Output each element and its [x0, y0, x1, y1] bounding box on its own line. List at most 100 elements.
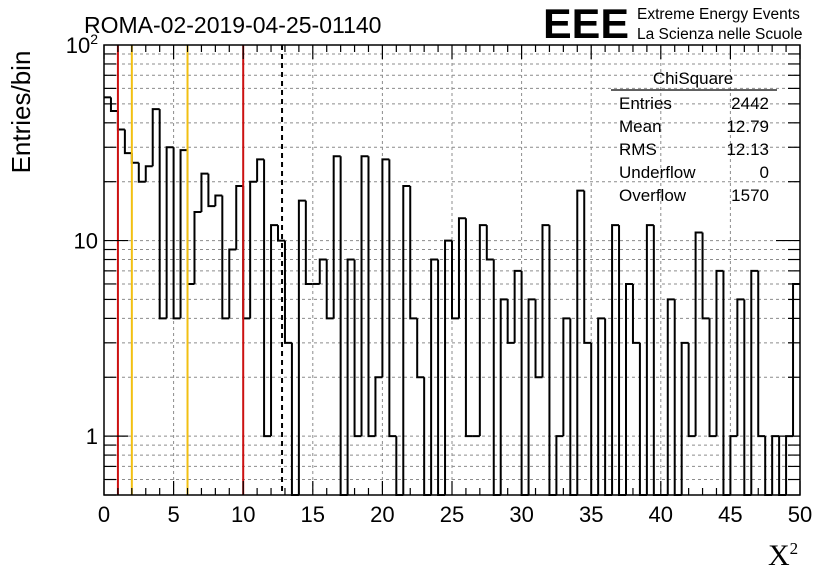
x-tick-label-3: 15 — [301, 502, 325, 527]
stats-box-title: ChiSquare — [653, 69, 733, 88]
histogram-bin-75 — [625, 282, 633, 495]
y-axis-label: Entries/bin — [6, 51, 36, 174]
histogram-bin-63 — [541, 224, 550, 378]
histogram-bin-29 — [304, 200, 313, 285]
x-tick-label-9: 45 — [718, 502, 742, 527]
stats-value-rms: 12.13 — [726, 140, 769, 159]
y-tick-label-base-2: 10 — [66, 33, 90, 58]
histogram-bin-69 — [583, 190, 592, 344]
histogram-bin-57 — [499, 298, 508, 495]
stats-label-rms: RMS — [619, 140, 657, 159]
x-tick-label-8: 40 — [649, 502, 673, 527]
histogram-bin-83 — [680, 341, 689, 495]
x-tick-label-5: 25 — [440, 502, 464, 527]
axis-ticks — [103, 45, 801, 496]
stats-label-overflow: Overflow — [619, 186, 687, 205]
histogram-bin-50 — [451, 240, 459, 320]
stats-value-underflow: 0 — [760, 163, 769, 182]
y-tick-label-1: 10 — [74, 229, 98, 254]
histogram-bin-93 — [750, 269, 759, 495]
histogram-bin-36 — [353, 259, 362, 438]
histogram-bin-52 — [464, 218, 473, 438]
histogram-bin-68 — [576, 189, 585, 495]
stats-value-mean: 12.79 — [726, 117, 769, 136]
histogram-bin-26 — [283, 240, 292, 344]
histogram-bin-8 — [158, 109, 167, 320]
histogram-bin-24 — [270, 224, 278, 437]
histogram-bin-41 — [388, 159, 397, 438]
x-tick-label-7: 35 — [579, 502, 603, 527]
histogram-bin-15 — [207, 173, 216, 208]
histogram-bin-35 — [346, 258, 355, 495]
histogram-bin-28 — [297, 199, 306, 495]
histogram-bin-86 — [701, 232, 710, 320]
histogram-bin-85 — [694, 231, 703, 437]
histogram-bin-5 — [137, 162, 146, 183]
histogram-bin-21 — [249, 180, 258, 319]
histogram-bin-11 — [179, 149, 188, 319]
y-tick-label-0: 1 — [86, 424, 98, 449]
x-axis-label-base: X — [768, 539, 790, 572]
histogram-bin-32 — [325, 259, 334, 320]
histogram-bin-10 — [172, 147, 181, 320]
histogram-bin-3 — [123, 129, 132, 155]
histogram-bin-9 — [165, 146, 174, 319]
x-tick-label-4: 20 — [370, 502, 394, 527]
histogram-bin-22 — [256, 158, 265, 182]
histogram-bin-1 — [109, 97, 118, 112]
histogram-bin-94 — [757, 270, 766, 438]
stats-value-entries: 2442 — [731, 94, 769, 113]
stats-box: ChiSquare Entries 2442 Mean 12.79 RMS 12… — [611, 69, 777, 205]
histogram-bin-17 — [221, 195, 230, 320]
x-tick-label-10: 50 — [788, 502, 812, 527]
stats-label-entries: Entries — [619, 94, 672, 113]
histogram-bin-18 — [228, 248, 237, 319]
histogram-bin-78 — [645, 224, 654, 495]
stats-value-overflow: 1570 — [731, 186, 769, 205]
x-axis-label-superscript: 2 — [790, 539, 799, 558]
histogram-bin-25 — [277, 225, 285, 242]
x-tick-label-1: 5 — [167, 502, 179, 527]
reference-lines — [116, 45, 284, 495]
histogram-bin-55 — [485, 225, 494, 261]
histogram-bin-73 — [611, 224, 620, 495]
histogram-bin-66 — [562, 317, 571, 437]
histogram-bin-58 — [506, 299, 515, 344]
histogram-bin-59 — [513, 269, 522, 343]
histogram-bin-51 — [457, 217, 466, 319]
histogram-bin-6 — [144, 165, 153, 182]
histogram-bin-7 — [151, 108, 160, 167]
histogram-bin-43 — [402, 185, 411, 495]
histogram-bin-44 — [409, 186, 418, 320]
histogram-bin-38 — [367, 156, 376, 438]
histogram-bin-47 — [430, 258, 439, 495]
x-axis-label: X2 — [768, 539, 798, 572]
histogram-bin-31 — [318, 258, 327, 284]
histogram-bin-76 — [631, 283, 640, 344]
histogram-bin-81 — [666, 298, 675, 495]
logo-line1: Extreme Energy Events — [637, 6, 800, 23]
histogram-bin-39 — [374, 376, 383, 437]
stats-label-mean: Mean — [619, 117, 662, 136]
histogram-bin-62 — [534, 299, 543, 379]
histogram-bin-61 — [527, 298, 536, 495]
histogram-bin-37 — [360, 155, 369, 437]
histogram-bin-71 — [597, 317, 606, 495]
stats-label-underflow: Underflow — [619, 163, 696, 182]
x-tick-label-6: 30 — [509, 502, 533, 527]
histogram-bin-84 — [687, 342, 696, 438]
eee-logo: EEE Extreme Energy Events La Scienza nel… — [543, 0, 802, 47]
histogram-bin-33 — [332, 155, 341, 319]
y-tick-label-2: 102 — [66, 31, 98, 58]
histogram-bin-90 — [729, 435, 738, 495]
chart-title: ROMA-02-2019-04-25-01140 — [84, 12, 381, 38]
histogram-bin-88 — [715, 269, 724, 437]
x-tick-label-0: 0 — [98, 502, 110, 527]
histogram-bin-23 — [263, 159, 272, 438]
histogram-bin-54 — [478, 224, 487, 437]
histogram-bin-45 — [416, 318, 425, 379]
histogram-bin-49 — [444, 239, 452, 495]
